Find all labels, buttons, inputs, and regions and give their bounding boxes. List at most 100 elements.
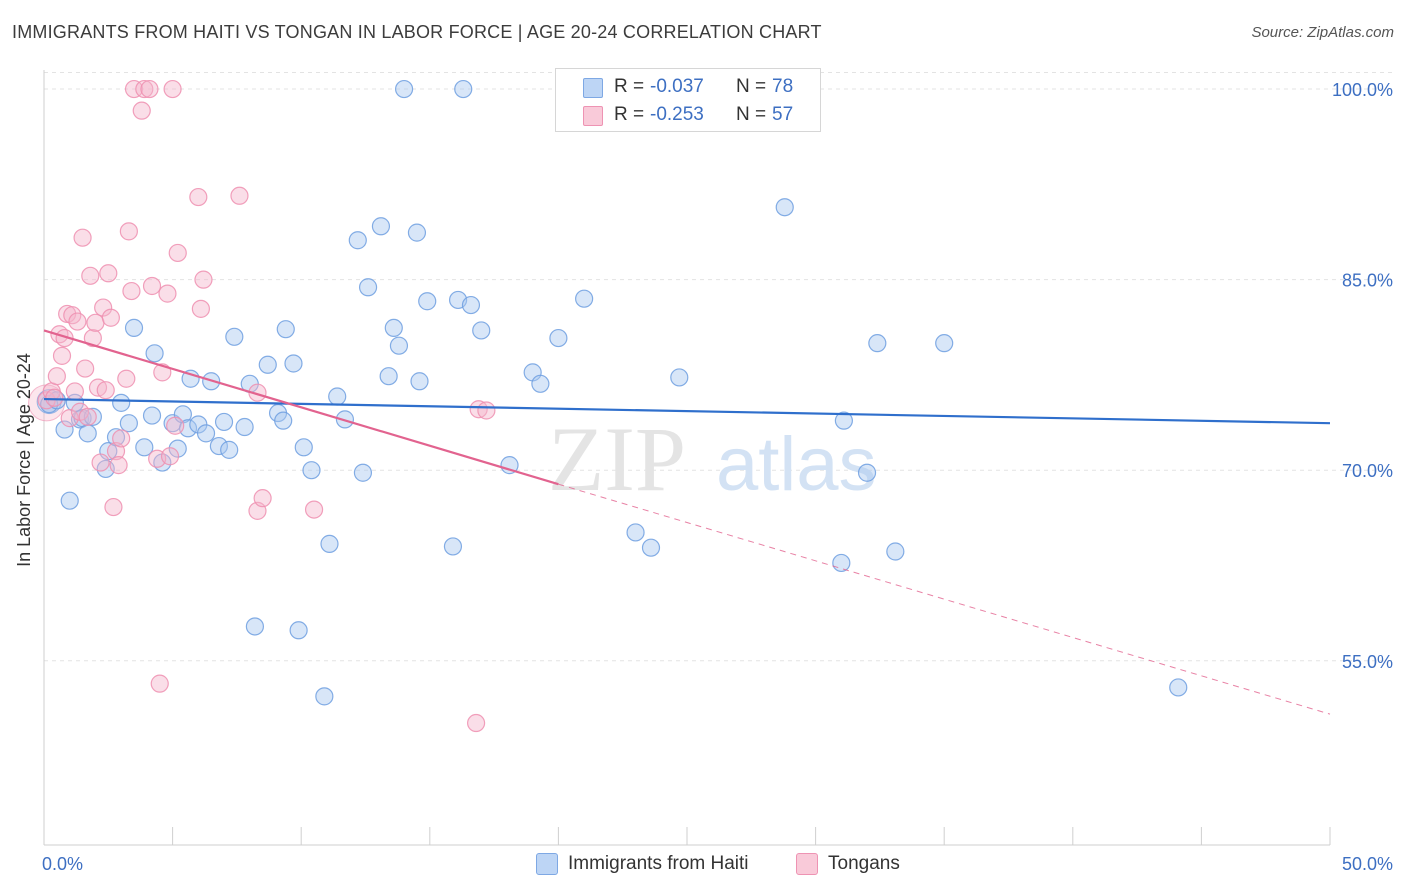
haiti-point (418, 292, 437, 311)
tongans-point (132, 101, 151, 120)
tongans-point (135, 79, 154, 99)
haiti-point (60, 491, 79, 510)
haiti-point (289, 621, 308, 640)
haiti-point (626, 523, 645, 542)
y-tick-label: 85.0% (1342, 271, 1393, 291)
tongans-point (469, 400, 488, 419)
tongans-point (191, 299, 210, 318)
y-tick-label: 70.0% (1342, 461, 1393, 481)
tongans-point (119, 222, 138, 241)
legend-r-value: -0.253 (650, 104, 704, 125)
x-tick-label: 50.0% (1342, 854, 1393, 874)
tongans-point (81, 266, 100, 285)
haiti-point (225, 327, 244, 346)
tongans-point (112, 429, 131, 448)
legend-swatch-haiti (583, 78, 603, 98)
tongans-point (83, 328, 102, 348)
haiti-point (384, 318, 403, 338)
haiti-point (124, 318, 144, 338)
haiti-point (245, 617, 265, 636)
tongans-point (150, 674, 169, 693)
tongans-point (99, 264, 118, 283)
haiti-point (379, 367, 398, 386)
tongans-point (73, 228, 92, 247)
haiti-point (641, 538, 661, 557)
haiti-point (315, 687, 334, 706)
legend-r-label: R = (614, 76, 645, 97)
tongans-point (47, 367, 66, 386)
tongans-point (122, 281, 141, 301)
tongans-trend-extension (558, 483, 1331, 715)
tongans-point (124, 79, 144, 99)
haiti-point (274, 411, 293, 430)
haiti-point (235, 417, 254, 437)
haiti-point (258, 355, 277, 374)
tongans-point (189, 187, 208, 207)
series-legend: Immigrants from Haiti Tongans (0, 848, 1406, 878)
legend-r-value: -0.037 (650, 76, 704, 97)
y-tick-label: 100.0% (1332, 80, 1393, 100)
source-credit: Source: ZipAtlas.com (1251, 24, 1394, 41)
tongans-point (60, 409, 79, 428)
haiti-point (389, 336, 409, 355)
tongans-point (96, 381, 115, 400)
haiti-point (670, 368, 689, 387)
legend-r-label: R = (614, 104, 645, 125)
legend-n-value: 78 (772, 76, 794, 97)
haiti-point (358, 278, 378, 297)
tongans-point (76, 359, 95, 378)
haiti-point (472, 321, 491, 340)
haiti-point (196, 424, 216, 443)
x-tick-label: 0.0% (42, 854, 83, 874)
tongans-point (160, 447, 180, 466)
haiti-point (454, 79, 473, 99)
axes (43, 70, 1331, 846)
tongans-point (140, 79, 159, 99)
legend-row-haiti: R = -0.037 N = 78 (556, 72, 820, 100)
tongans-point (304, 500, 324, 519)
tongans-point (94, 298, 113, 317)
tongans-point (163, 79, 182, 99)
chart-title: IMMIGRANTS FROM HAITI VS TONGAN IN LABOR… (12, 22, 822, 42)
legend-n-value: 57 (772, 104, 794, 125)
haiti-point (407, 223, 427, 242)
tongans-trend-line (43, 329, 559, 486)
haiti-point (410, 372, 429, 391)
haiti-point (142, 406, 162, 425)
legend-row-tongans: R = -0.253 N = 57 (556, 100, 820, 128)
haiti-point (886, 542, 905, 561)
haiti-point (394, 79, 414, 99)
tongans-point (52, 346, 72, 365)
haiti-point (348, 231, 367, 250)
haiti-point (575, 289, 594, 308)
haiti-point (371, 217, 391, 236)
grid-lines (44, 72, 1395, 662)
watermark-atlas: atlas (716, 422, 877, 507)
haiti-point (461, 295, 481, 315)
haiti-point (135, 438, 154, 457)
haiti-point (320, 534, 339, 553)
tongans-point (68, 312, 87, 331)
haiti-point (78, 424, 97, 443)
haiti-point (868, 334, 887, 353)
tongans-point (158, 284, 177, 303)
legend-swatch-tongans (796, 853, 818, 875)
tongans-point (101, 308, 120, 327)
haiti-point (1169, 678, 1188, 697)
haiti-point (834, 411, 853, 430)
legend-label-haiti: Immigrants from Haiti (568, 853, 749, 874)
tongans-point (253, 489, 272, 508)
haiti-point (112, 393, 131, 412)
correlation-legend: R = -0.037 N = 78 R = -0.253 N = 57 (555, 68, 821, 132)
legend-n-label: N = (736, 76, 767, 97)
haiti-point (775, 198, 794, 217)
tongans-point (142, 276, 162, 296)
haiti-trend-line (43, 397, 1331, 425)
tongans-point (194, 270, 213, 289)
y-tick-label: 55.0% (1342, 652, 1393, 672)
tongans-point (86, 313, 105, 332)
tongans-point (477, 401, 496, 420)
tongans-point (466, 713, 486, 733)
haiti-point (531, 374, 550, 393)
y-axis-label: In Labor Force | Age 20-24 (14, 353, 34, 567)
